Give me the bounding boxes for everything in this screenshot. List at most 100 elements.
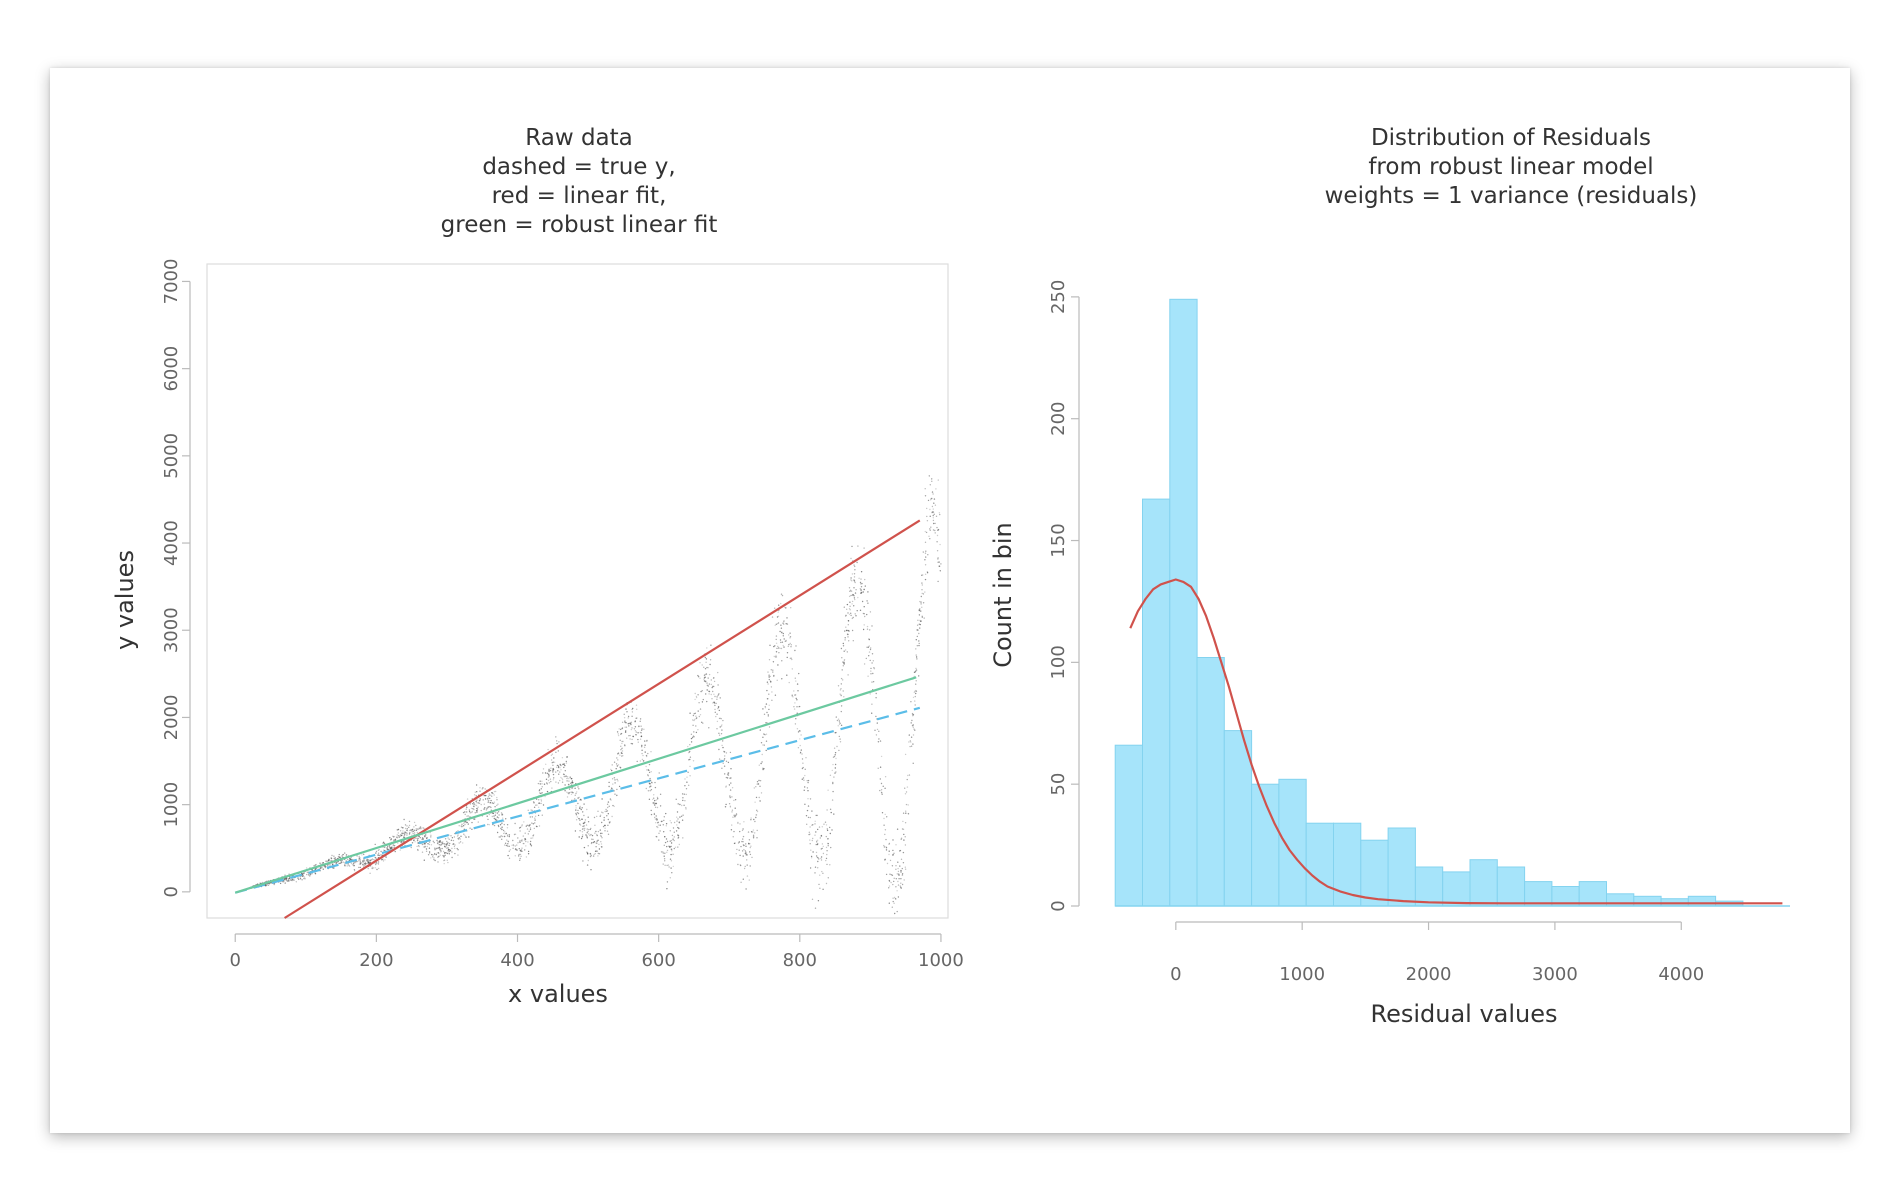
scatter-point: [624, 720, 626, 722]
scatter-point: [479, 798, 481, 800]
scatter-point: [660, 851, 663, 853]
scatter-point: [697, 674, 699, 677]
scatter-point: [796, 712, 798, 714]
scatter-point: [899, 850, 901, 852]
scatter-point: [914, 670, 917, 672]
scatter-point: [582, 822, 585, 825]
series-line-robust-linear-fit: [234, 676, 917, 894]
scatter-point: [570, 791, 572, 793]
scatter-point: [461, 825, 464, 828]
scatter-point: [628, 735, 630, 737]
scatter-point: [566, 777, 568, 780]
scatter-point: [846, 603, 849, 606]
scatter-point: [416, 840, 419, 842]
scatter-point: [673, 847, 675, 850]
scatter-point: [790, 657, 792, 659]
scatter-point: [443, 859, 446, 861]
scatter-point: [501, 826, 503, 828]
scatter-point: [808, 831, 810, 833]
scatter-point: [411, 834, 413, 836]
scatter-point: [739, 823, 741, 825]
scatter-point: [448, 851, 450, 853]
scatter-point: [586, 832, 588, 834]
scatter-point: [851, 617, 853, 620]
scatter-point: [486, 808, 488, 810]
scatter-point: [322, 868, 324, 870]
scatter-point: [925, 550, 927, 552]
scatter-point: [723, 765, 726, 767]
scatter-point: [770, 669, 772, 671]
scatter-point: [599, 832, 602, 835]
scatter-point: [860, 588, 862, 591]
scatter-point: [587, 859, 589, 862]
scatter-point: [482, 787, 484, 789]
scatter-point: [771, 616, 774, 618]
scatter-point: [817, 867, 819, 869]
scatter-point: [381, 859, 383, 861]
scatter-point: [888, 902, 890, 904]
scatter-point: [299, 878, 302, 880]
scatter-point: [749, 853, 752, 856]
scatter-point: [869, 693, 871, 695]
scatter-point: [523, 842, 525, 845]
scatter-point: [799, 751, 802, 754]
scatter-point: [581, 831, 584, 833]
scatter-point: [668, 866, 670, 868]
scatter-point: [672, 853, 674, 855]
scatter-point: [755, 814, 758, 816]
scatter-point: [775, 654, 777, 657]
scatter-point: [558, 741, 560, 743]
scatter-point: [669, 820, 671, 822]
scatter-point: [907, 804, 909, 806]
scatter-point: [764, 734, 766, 736]
scatter-point: [613, 761, 616, 763]
y-tick-label: 100: [1048, 645, 1069, 679]
scatter-point: [550, 767, 552, 769]
scatter-point: [840, 647, 843, 650]
scatter-point: [561, 781, 564, 783]
scatter-point: [773, 655, 775, 658]
scatter-point: [356, 855, 358, 857]
scatter-point: [333, 867, 335, 869]
scatter-point: [777, 622, 780, 624]
scatter-point: [490, 794, 492, 796]
scatter-point: [502, 835, 504, 838]
scatter-point: [358, 855, 360, 858]
scatter-point: [849, 594, 852, 597]
scatter-point: [718, 709, 720, 712]
scatter-point: [800, 749, 802, 751]
scatter-point: [424, 843, 426, 845]
scatter-point: [642, 754, 644, 757]
scatter-point: [486, 807, 488, 809]
scatter-point: [870, 673, 872, 675]
scatter-point: [673, 839, 675, 842]
scatter-point: [903, 839, 905, 841]
scatter-point: [936, 550, 939, 552]
scatter-point: [343, 862, 346, 864]
scatter-point: [932, 517, 934, 519]
scatter-point: [838, 735, 840, 738]
scatter-point: [803, 779, 805, 781]
scatter-point: [579, 823, 581, 825]
scatter-point: [915, 654, 917, 656]
scatter-point: [771, 691, 773, 693]
scatter-point: [825, 882, 828, 885]
scatter-point: [783, 646, 785, 648]
scatter-point: [834, 763, 837, 766]
scatter-point: [473, 794, 476, 796]
scatter-point: [363, 863, 366, 865]
scatter-point: [779, 630, 781, 633]
scatter-point: [532, 837, 534, 839]
scatter-point: [671, 872, 673, 874]
scatter-point: [741, 840, 743, 843]
scatter-point: [789, 642, 791, 645]
scatter-point: [676, 820, 678, 822]
scatter-point: [551, 762, 553, 764]
scatter-point: [886, 862, 889, 865]
scatter-point: [469, 803, 471, 805]
scatter-point: [428, 851, 431, 853]
scatter-point: [851, 580, 853, 582]
scatter-point: [605, 808, 607, 811]
scatter-point: [625, 726, 628, 728]
